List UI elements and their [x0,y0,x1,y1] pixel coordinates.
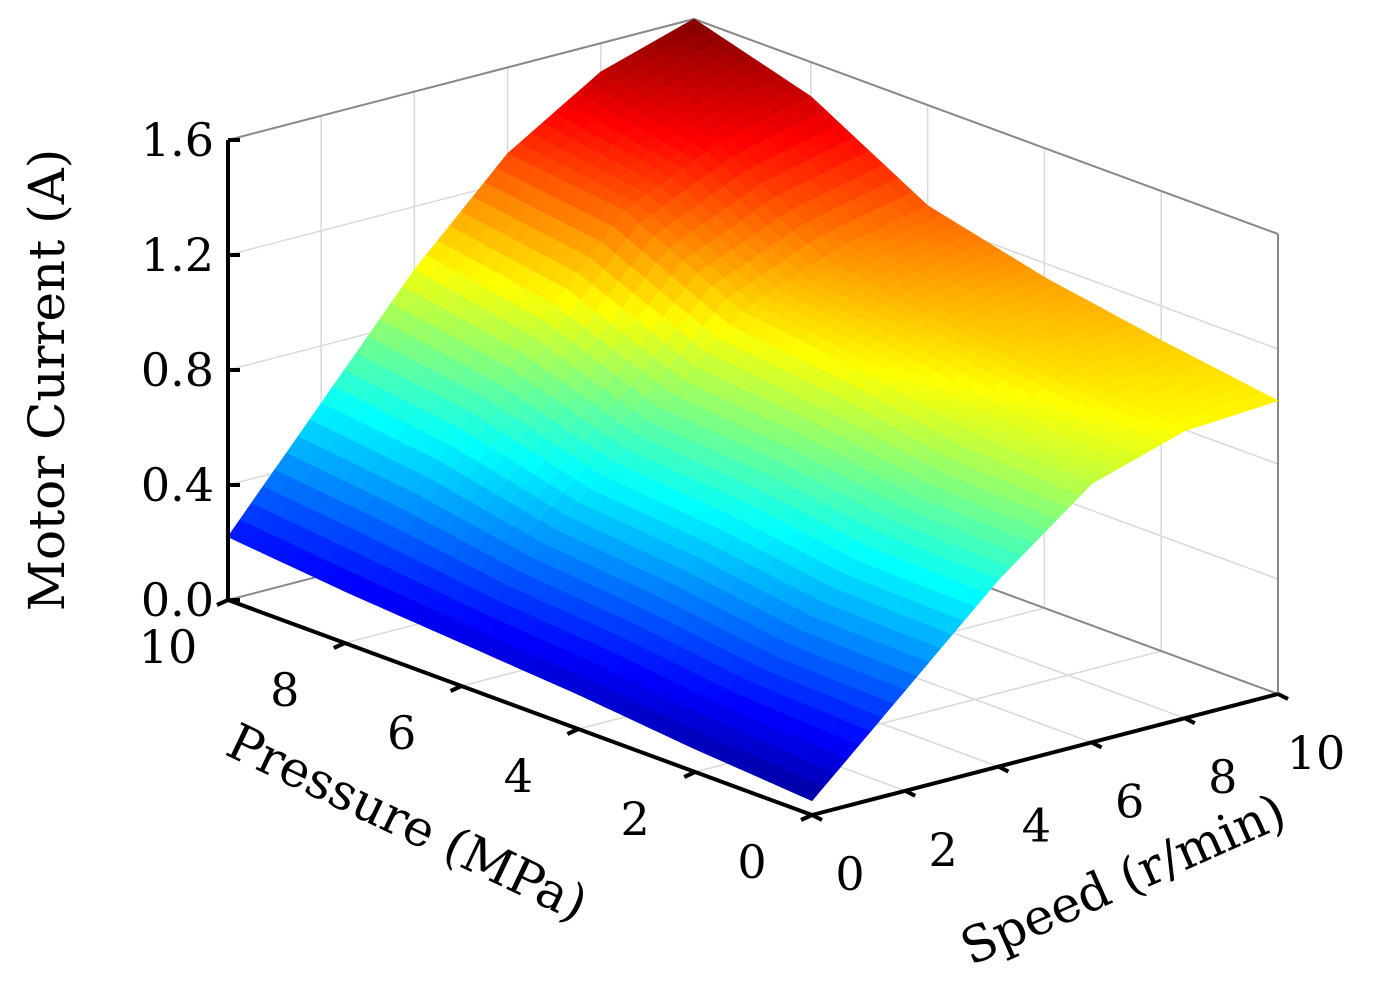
current-tick-label: 0.4 [141,458,214,512]
pressure-axis-line [227,598,813,817]
speed-tick-label: 2 [929,823,958,877]
pressure-tick-mark [683,770,697,779]
current-tick-label: 0.0 [141,573,214,627]
speed-tick-mark [811,813,823,822]
pressure-tick-mark [449,684,463,693]
axes-layer [216,138,1289,822]
speed-tick-label: 8 [1208,750,1237,804]
speed-tick-mark [904,789,917,798]
pressure-tick-mark [566,727,580,736]
pressure-tick-mark [800,813,813,822]
pressure-tick-label: 4 [504,749,533,803]
current-tick-label: 1.6 [141,113,214,167]
pressure-tick-label: 2 [621,792,650,846]
speed-tick-label: 6 [1115,774,1144,828]
box-frame-edge [227,18,695,141]
speed-tick-label: 0 [835,847,864,901]
z-axis-title: Motor Current (A) [18,149,76,611]
pressure-tick-label: 0 [737,835,766,889]
pressure-tick-mark [332,641,346,650]
box-frame-edge [693,18,1279,235]
surface-layer [227,18,1279,801]
pressure-tick-label: 10 [139,620,198,674]
speed-tick-mark [1277,692,1289,701]
pressure-tick-label: 8 [270,663,299,717]
speed-tick-mark [1090,740,1103,750]
speed-axis-line [811,692,1279,817]
speed-tick-label: 10 [1287,726,1346,780]
speed-tick-mark [1183,716,1196,725]
current-tick-label: 1.2 [141,228,214,282]
speed-tick-mark [997,764,1010,774]
speed-tick-label: 4 [1022,799,1051,853]
pressure-tick-label: 6 [387,706,416,760]
surface-patch [797,780,824,801]
current-tick-label: 0.8 [141,343,214,397]
pressure-tick-mark [216,598,229,607]
